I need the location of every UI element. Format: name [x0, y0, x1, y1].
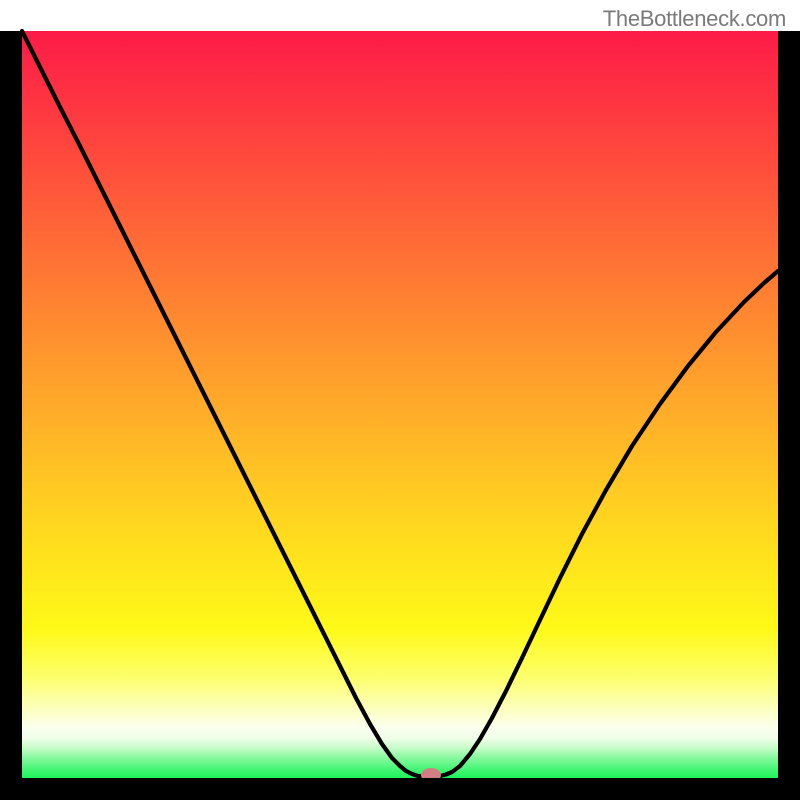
border-left	[0, 31, 22, 800]
plot-background	[22, 31, 778, 778]
border-right	[778, 31, 800, 800]
border-bottom	[0, 778, 800, 800]
bottleneck-chart	[0, 0, 800, 800]
watermark-text: TheBottleneck.com	[603, 6, 786, 32]
